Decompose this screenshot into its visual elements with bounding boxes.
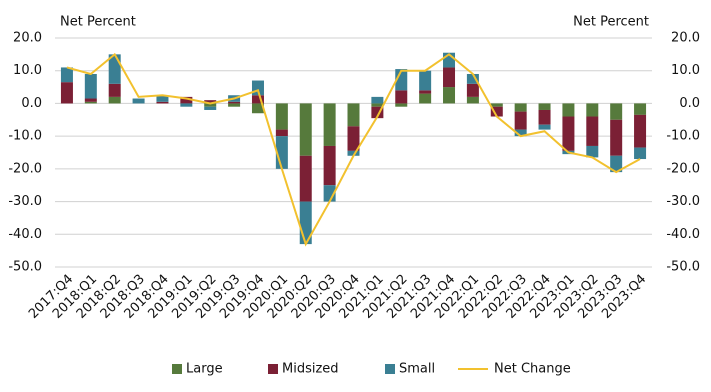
bar: [275, 129, 288, 137]
bar: [443, 87, 456, 104]
bar: [466, 73, 479, 84]
bar: [204, 106, 217, 110]
bar: [60, 67, 73, 83]
y-tick-label: 20.0: [13, 31, 42, 46]
bar: [228, 101, 241, 104]
bar: [395, 90, 408, 104]
bar: [419, 90, 432, 94]
bar: [84, 101, 97, 104]
bar: [180, 96, 193, 104]
bar: [634, 103, 647, 115]
y-tick-label: 10.0: [13, 63, 42, 78]
y-tick-label: -30.0: [8, 194, 42, 209]
bar: [156, 95, 169, 102]
bar: [60, 82, 73, 104]
legend-swatch: [172, 364, 182, 374]
y2-tick-label: -40.0: [666, 227, 700, 242]
legend-label: Large: [186, 362, 223, 377]
bar: [371, 103, 384, 107]
bar: [84, 73, 97, 99]
bar: [514, 103, 527, 112]
bar: [204, 100, 217, 104]
bar: [347, 126, 360, 151]
bar: [634, 147, 647, 160]
bar: [251, 95, 264, 104]
legend-swatch: [268, 364, 278, 374]
y-tick-label: -20.0: [8, 161, 42, 176]
bar: [634, 114, 647, 148]
y2-tick-label: -10.0: [666, 129, 700, 144]
bar: [562, 116, 575, 151]
bar: [228, 103, 241, 107]
bar: [108, 96, 121, 104]
bar: [371, 96, 384, 104]
y-tick-label: 0.0: [21, 96, 42, 111]
bar: [466, 96, 479, 104]
legend-swatch: [385, 364, 395, 374]
bar: [347, 103, 360, 127]
y-tick-label: -50.0: [8, 260, 42, 275]
y2-axis-title: Net Percent: [573, 15, 649, 30]
line: [66, 52, 641, 247]
bar: [204, 103, 217, 107]
y2-tick-label: -30.0: [666, 194, 700, 209]
bar: [610, 155, 623, 173]
legend-label: Net Change: [494, 362, 571, 377]
bar: [610, 119, 623, 156]
bar: [443, 67, 456, 88]
bar: [299, 155, 312, 202]
bar: [586, 116, 599, 146]
bar: [538, 109, 551, 125]
bar: [419, 70, 432, 91]
bar: [251, 80, 264, 96]
y2-tick-label: -20.0: [666, 161, 700, 176]
bar: [562, 103, 575, 117]
bar: [347, 150, 360, 156]
bar: [180, 103, 193, 107]
bar: [490, 103, 503, 107]
bar: [490, 106, 503, 117]
bar: [299, 103, 312, 156]
bar: [514, 129, 527, 137]
bar: [514, 111, 527, 130]
legend-label: Small: [399, 362, 435, 377]
bar: [586, 145, 599, 158]
y2-tick-label: 0.0: [679, 96, 700, 111]
bar: [466, 83, 479, 97]
y-axis-title: Net Percent: [60, 15, 136, 30]
y2-tick-label: 20.0: [671, 31, 700, 46]
y2-tick-label: -50.0: [666, 260, 700, 275]
bar: [395, 103, 408, 107]
bar: [108, 83, 121, 97]
y-tick-label: -10.0: [8, 129, 42, 144]
bar: [323, 103, 336, 146]
bar: [419, 93, 432, 104]
bar: [586, 103, 599, 117]
bar: [323, 145, 336, 186]
bar: [538, 103, 551, 110]
bar: [371, 106, 384, 119]
y2-tick-label: 10.0: [671, 63, 700, 78]
bar: [251, 103, 264, 114]
bar: [84, 98, 97, 102]
bar: [132, 98, 145, 104]
bar: [610, 103, 623, 120]
bar: [275, 103, 288, 130]
bar: [538, 124, 551, 130]
legend-label: Midsized: [282, 362, 339, 377]
y-tick-label: -40.0: [8, 227, 42, 242]
bar: [156, 101, 169, 104]
